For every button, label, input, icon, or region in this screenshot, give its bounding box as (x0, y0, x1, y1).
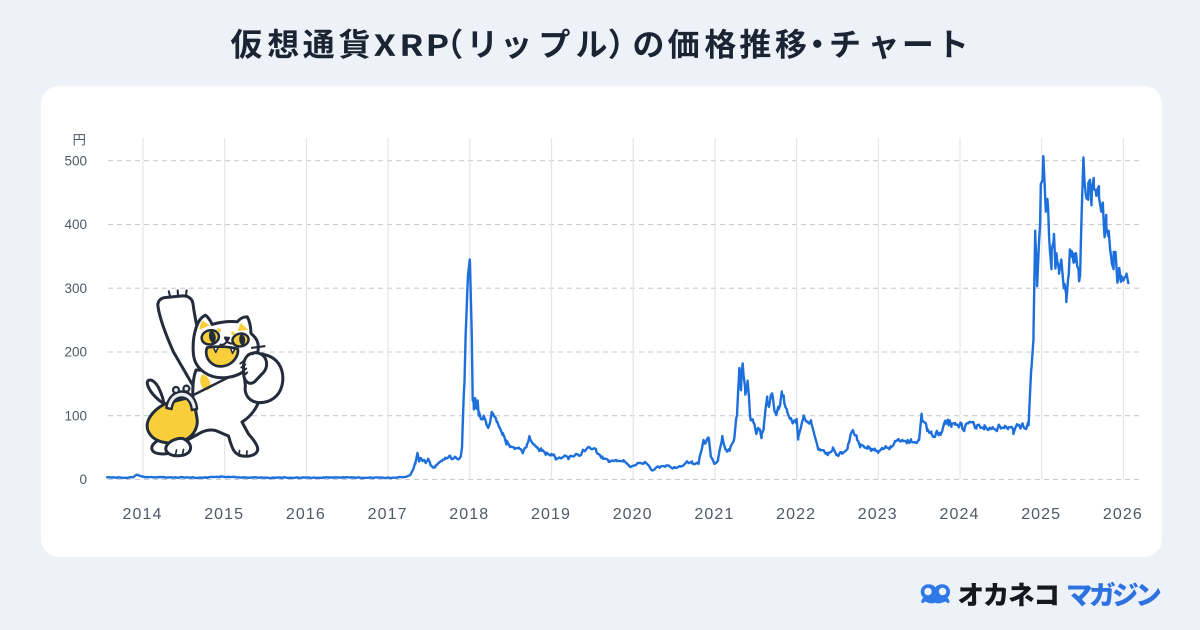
svg-text:2016: 2016 (286, 506, 326, 523)
svg-text:2024: 2024 (940, 506, 980, 523)
svg-text:2021: 2021 (694, 506, 734, 523)
svg-text:2026: 2026 (1103, 506, 1143, 523)
svg-text:2018: 2018 (449, 506, 489, 523)
svg-text:2019: 2019 (531, 506, 571, 523)
svg-text:100: 100 (64, 408, 87, 423)
svg-text:2022: 2022 (776, 506, 816, 523)
svg-text:300: 300 (64, 281, 87, 296)
svg-text:0: 0 (79, 472, 87, 487)
svg-text:2023: 2023 (858, 506, 898, 523)
svg-text:2014: 2014 (123, 506, 163, 523)
svg-text:200: 200 (64, 345, 87, 360)
svg-text:400: 400 (64, 217, 87, 232)
svg-text:2025: 2025 (1021, 506, 1061, 523)
svg-text:2020: 2020 (613, 506, 653, 523)
svg-text:2015: 2015 (204, 506, 244, 523)
svg-text:500: 500 (64, 153, 87, 168)
svg-text:2017: 2017 (368, 506, 408, 523)
